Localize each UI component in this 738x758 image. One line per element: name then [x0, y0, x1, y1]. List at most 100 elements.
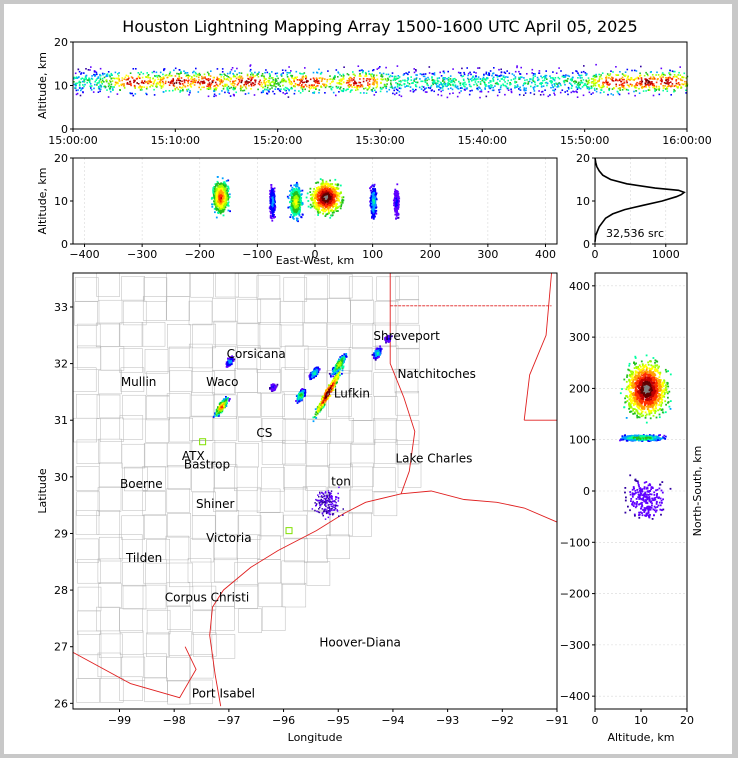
density-point: [398, 199, 400, 202]
density-point: [523, 82, 526, 84]
density-point: [617, 92, 620, 95]
density-point: [181, 83, 184, 85]
density-point: [293, 85, 295, 87]
density-point: [364, 75, 366, 77]
density-point: [359, 74, 361, 76]
density-point: [596, 88, 598, 90]
density-point: [193, 70, 195, 73]
density-point: [305, 76, 308, 78]
density-point: [367, 88, 369, 90]
density-point: [458, 80, 460, 83]
density-point: [606, 86, 608, 88]
density-point: [342, 73, 345, 76]
density-point: [394, 200, 396, 203]
density-point: [442, 79, 444, 81]
density-point: [536, 76, 539, 79]
density-point: [326, 193, 329, 196]
density-point: [133, 81, 135, 84]
density-point: [553, 78, 556, 81]
density-point: [592, 75, 595, 78]
density-point: [250, 73, 252, 76]
density-point: [553, 79, 556, 82]
density-point: [645, 86, 647, 88]
density-point: [396, 210, 398, 212]
y-axis-label: Altitude, km: [36, 52, 49, 119]
density-point: [320, 204, 323, 207]
density-point: [499, 86, 502, 88]
density-point: [343, 89, 345, 91]
density-point: [354, 81, 357, 84]
density-point: [483, 81, 486, 84]
density-point: [368, 80, 371, 82]
density-point: [293, 210, 296, 212]
density-point: [670, 85, 673, 87]
density-point: [293, 205, 296, 208]
density-point: [331, 204, 333, 207]
density-point: [313, 199, 316, 201]
density-point: [121, 83, 124, 85]
density-point: [452, 79, 454, 81]
density-point: [415, 70, 417, 72]
density-point: [384, 85, 386, 87]
density-point: [323, 189, 326, 192]
density-point: [101, 79, 104, 82]
density-point: [202, 77, 204, 80]
density-point: [272, 200, 275, 202]
density-point: [252, 74, 254, 77]
x-tick-label: 100: [362, 248, 383, 261]
density-point: [294, 89, 296, 92]
density-point: [648, 86, 651, 89]
density-point: [384, 84, 387, 86]
density-point: [170, 74, 173, 77]
density-point: [339, 88, 341, 90]
density-point: [221, 73, 223, 76]
county-borders: [72, 272, 422, 705]
density-point: [577, 72, 579, 74]
density-point: [154, 75, 156, 77]
density-point: [233, 83, 236, 85]
density-point: [218, 205, 221, 207]
density-point: [192, 82, 194, 85]
density-point: [369, 85, 371, 88]
density-point: [268, 80, 270, 82]
density-point: [272, 209, 275, 212]
density-point: [91, 75, 93, 77]
density-point: [571, 72, 574, 74]
density-point: [227, 194, 229, 196]
density-point: [660, 67, 663, 70]
density-point: [327, 184, 329, 187]
density-point: [607, 74, 610, 77]
density-point: [673, 85, 676, 87]
density-point: [488, 85, 491, 87]
density-point: [640, 81, 643, 83]
density-point: [215, 216, 218, 219]
density-point: [99, 90, 101, 93]
density-point: [433, 74, 436, 76]
density-point: [310, 85, 312, 88]
density-point: [600, 87, 603, 89]
density-point: [529, 78, 531, 80]
density-point: [312, 202, 315, 205]
density-point: [263, 77, 266, 80]
density-point: [575, 70, 577, 72]
density-point: [572, 76, 574, 79]
density-point: [214, 187, 216, 190]
density-point: [345, 82, 348, 84]
density-point: [218, 80, 221, 82]
density-point: [468, 81, 470, 83]
density-point: [316, 205, 319, 208]
density-point: [163, 69, 165, 72]
density-point: [272, 194, 274, 197]
density-point: [205, 78, 208, 81]
density-point: [83, 80, 86, 82]
density-point: [225, 202, 227, 205]
density-point: [232, 82, 234, 84]
density-point: [235, 91, 237, 94]
density-point: [452, 78, 455, 80]
density-point: [566, 90, 569, 92]
density-point: [684, 85, 687, 87]
density-point: [321, 190, 324, 193]
density-point: [249, 76, 251, 78]
density-point: [287, 77, 290, 80]
density-point: [640, 83, 643, 85]
